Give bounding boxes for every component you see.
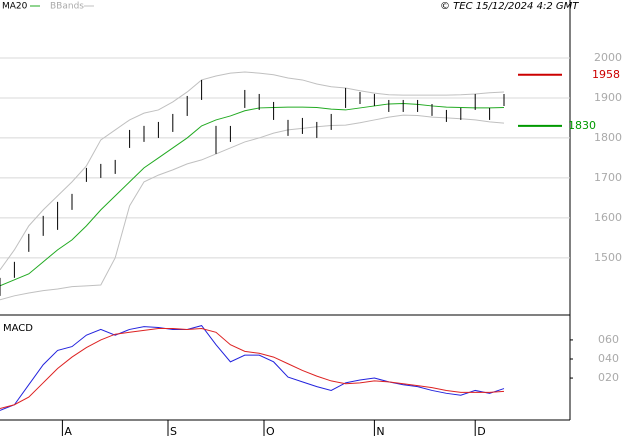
x-tick-label: O [266, 425, 275, 438]
y-tick-label: 040 [598, 352, 619, 365]
y-tick-label: 020 [598, 371, 619, 384]
macd-title: MACD [3, 323, 33, 334]
macd-line [0, 327, 505, 410]
band-lower [0, 114, 505, 301]
x-tick-label: D [477, 425, 485, 438]
y-tick-label: 1700 [594, 171, 622, 184]
copyright: © TEC 15/12/2024 4:2 GMT [440, 1, 579, 12]
band-upper [0, 71, 505, 271]
macd-line [0, 325, 505, 411]
y-tick-label: 060 [598, 333, 619, 346]
x-tick-label: N [376, 425, 384, 438]
level-label: 1958 [592, 68, 620, 81]
y-tick-label: 1600 [594, 211, 622, 224]
legend-label: BBands [50, 2, 84, 12]
y-tick-label: 1900 [594, 91, 622, 104]
x-tick-label: S [170, 425, 177, 438]
legend-label: MA20 [2, 2, 28, 12]
y-tick-label: 2000 [594, 51, 622, 64]
ma-line [0, 103, 505, 287]
y-tick-label: 1800 [594, 131, 622, 144]
level-label: 1830 [568, 119, 596, 132]
y-tick-label: 1500 [594, 251, 622, 264]
x-tick-label: A [64, 425, 72, 438]
